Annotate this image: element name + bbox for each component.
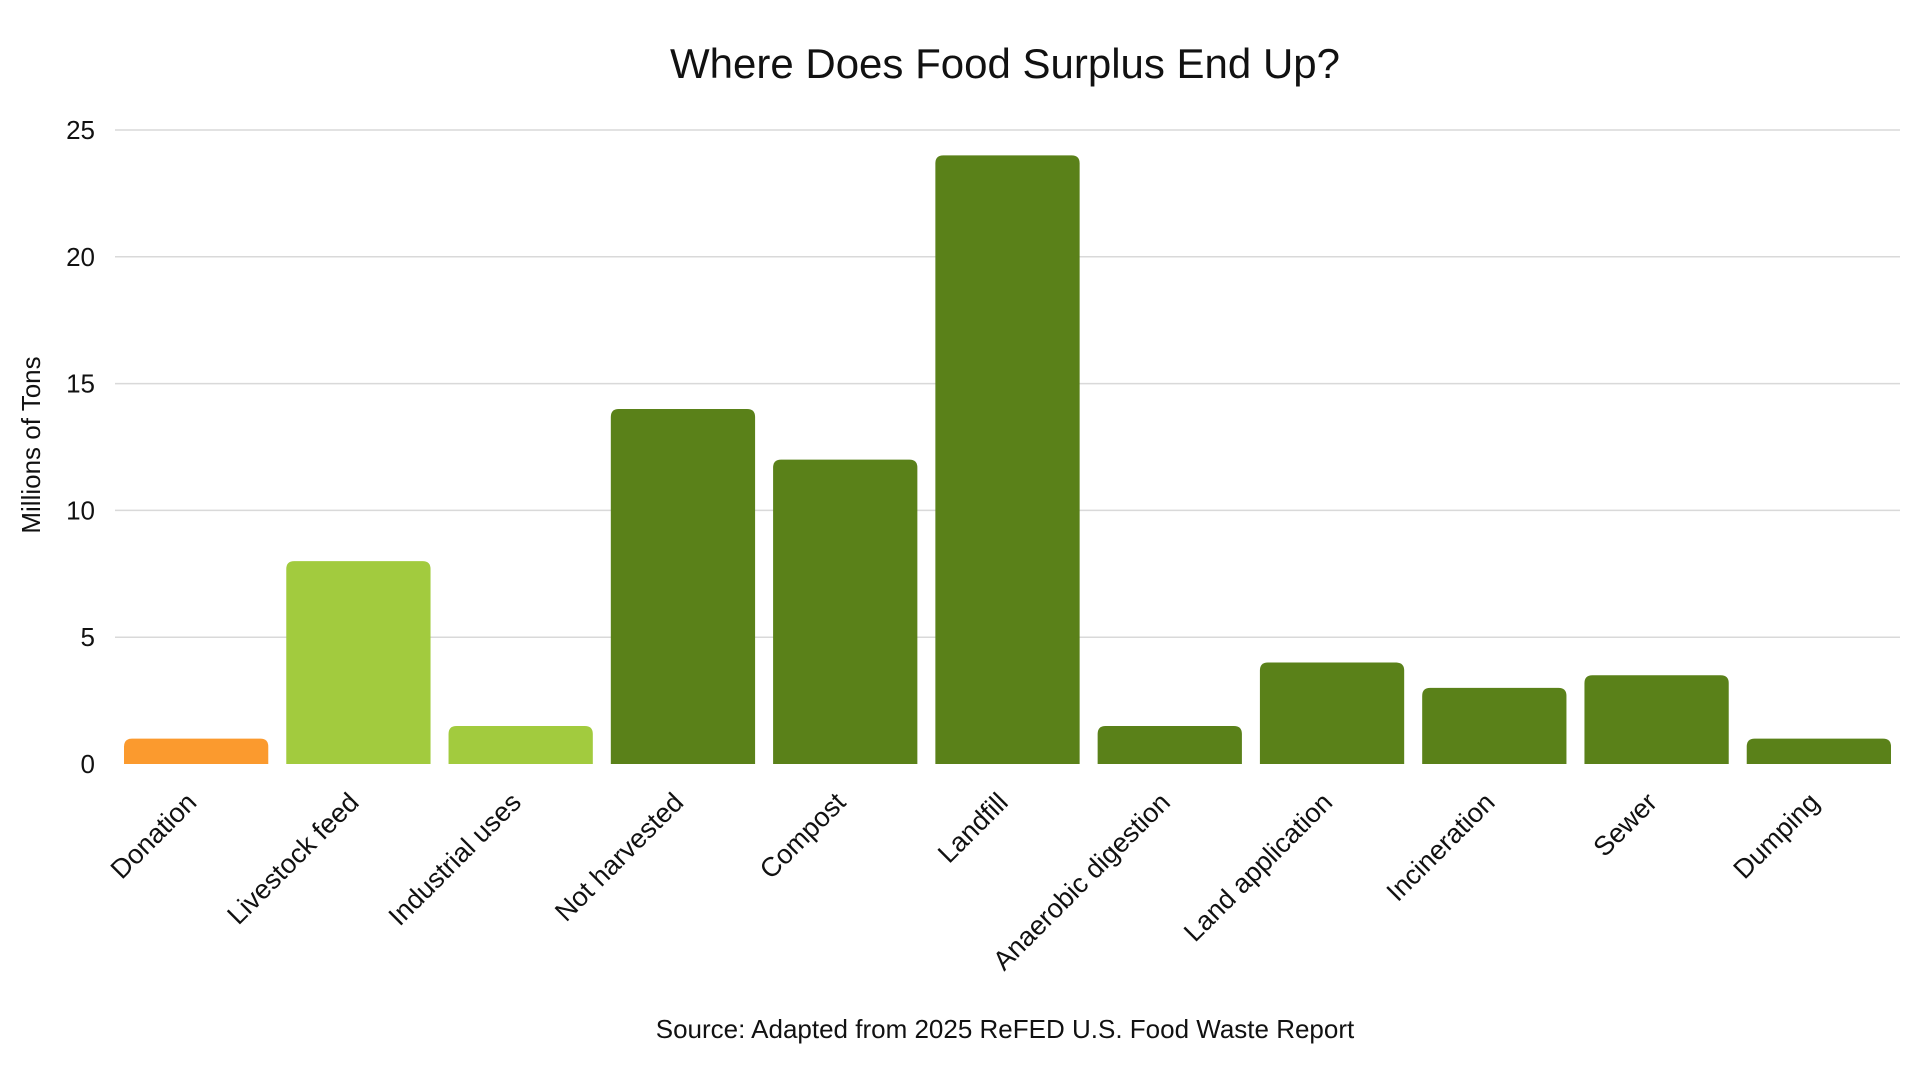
x-category-label: Not harvested bbox=[549, 787, 689, 927]
x-category-label: Anaerobic digestion bbox=[987, 787, 1176, 976]
bar-landfill bbox=[935, 155, 1080, 765]
bar-land-application bbox=[1259, 662, 1405, 764]
bar-dumping bbox=[1746, 738, 1891, 764]
y-tick-label: 15 bbox=[66, 369, 95, 399]
source-note: Source: Adapted from 2025 ReFED U.S. Foo… bbox=[656, 1014, 1355, 1044]
bar-anaerobic-digestion bbox=[1097, 725, 1242, 764]
y-tick-label: 10 bbox=[66, 495, 95, 525]
x-category-label: Livestock feed bbox=[221, 787, 364, 930]
x-category-label: Donation bbox=[105, 787, 203, 885]
chart-title: Where Does Food Surplus End Up? bbox=[670, 40, 1340, 87]
bar-industrial-uses bbox=[448, 725, 593, 764]
y-axis-ticks: 0 5 10 15 20 25 bbox=[66, 115, 95, 779]
x-category-label: Land application bbox=[1178, 787, 1338, 947]
x-axis-category-labels: Donation Livestock feed Industrial uses Not… bbox=[105, 787, 1825, 976]
x-category-label: Incineration bbox=[1381, 787, 1501, 907]
y-axis-label: Millions of Tons bbox=[16, 356, 46, 533]
bar-sewer bbox=[1584, 675, 1729, 764]
x-category-label: Sewer bbox=[1588, 787, 1663, 862]
x-category-label: Dumping bbox=[1727, 787, 1825, 885]
x-category-label: Landfill bbox=[932, 787, 1014, 869]
y-tick-label: 5 bbox=[81, 622, 95, 652]
y-tick-label: 0 bbox=[81, 749, 95, 779]
y-tick-label: 20 bbox=[66, 242, 95, 272]
bar-compost bbox=[773, 459, 918, 764]
y-tick-label: 25 bbox=[66, 115, 95, 145]
bar-livestock-feed bbox=[286, 561, 431, 764]
x-category-label: Industrial uses bbox=[383, 787, 527, 931]
bar-not-harvested bbox=[610, 408, 756, 764]
bar-donation bbox=[124, 738, 269, 764]
bars bbox=[124, 155, 1891, 765]
bar-incineration bbox=[1422, 687, 1567, 764]
x-category-label: Compost bbox=[754, 787, 852, 885]
